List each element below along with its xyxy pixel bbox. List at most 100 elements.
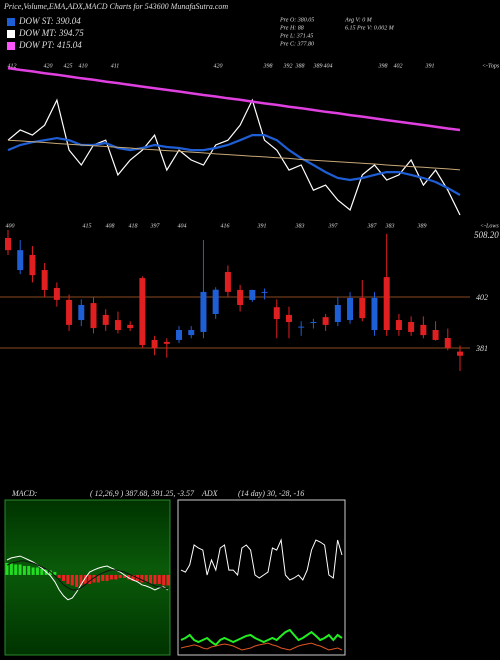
level-label: 381 — [475, 344, 488, 353]
candle-body — [432, 330, 439, 340]
info-text: Avg V: 0 M — [344, 17, 373, 23]
macd-hist-bar — [96, 574, 100, 583]
macd-hist-bar — [127, 574, 131, 580]
top-label: 398 — [263, 63, 273, 69]
candle-body — [261, 291, 268, 293]
top-label: 425 — [64, 62, 73, 69]
candle-body — [249, 289, 256, 300]
macd-line — [6, 560, 169, 591]
macd-subtitle: ( 12,26,9 ) 387.68, 391.25, -3.57 — [90, 489, 195, 498]
top-label: 410 — [79, 62, 88, 69]
bottom-label: 416 — [221, 222, 230, 229]
candle-body — [298, 326, 305, 328]
legend-swatch — [7, 30, 15, 38]
tops-note: <-Tops — [482, 63, 500, 69]
macd-hist-bar — [66, 574, 70, 584]
top-label: 411 — [111, 62, 120, 69]
legend-swatch — [7, 42, 15, 50]
candle-body — [457, 351, 463, 356]
info-text: 6.15 Pre V: 0.002 M — [345, 25, 395, 31]
candle-body — [408, 321, 415, 332]
macd-hist-bar — [5, 562, 9, 575]
candle-body — [188, 330, 195, 336]
legend-label: DOW PT: 415.04 — [18, 40, 82, 50]
macd-line — [6, 555, 169, 601]
macd-title: MACD: — [11, 489, 38, 498]
legend-swatch — [7, 18, 15, 26]
page-title: Price,Volume,EMA,ADX,MACD Charts for 543… — [3, 2, 228, 11]
legend-label: DOW MT: 394.75 — [18, 28, 84, 38]
info-text: Pre H: 88 — [279, 25, 304, 31]
macd-hist-bar — [62, 574, 66, 581]
candle-body — [444, 338, 451, 348]
macd-hist-bar — [31, 567, 35, 575]
bottom-label: 387 — [367, 223, 378, 229]
macd-hist-bar — [92, 574, 96, 583]
ema-line — [7, 98, 461, 216]
bottom-label: 383 — [385, 223, 395, 229]
candle-body — [151, 339, 158, 348]
top-label: 398 — [378, 63, 388, 69]
last-label: 508.20 — [474, 230, 499, 240]
macd-hist-bar — [122, 574, 126, 578]
candle-body — [29, 255, 36, 276]
macd-hist-bar — [57, 574, 61, 578]
candle-body — [310, 321, 317, 323]
bottom-label: 397 — [328, 223, 339, 229]
macd-hist-bar — [22, 565, 26, 575]
adx-subtitle: (14 day) 30, -28, -16 — [238, 489, 304, 498]
bottom-label: 400 — [6, 222, 15, 229]
candle-body — [237, 289, 244, 305]
bottom-label: 404 — [178, 222, 187, 229]
candle-body — [347, 297, 354, 321]
macd-hist-bar — [49, 570, 53, 575]
candle-body — [395, 320, 402, 330]
macd-hist-bar — [70, 574, 74, 586]
ema-line — [7, 139, 461, 171]
macd-hist-bar — [109, 574, 113, 580]
candle-body — [41, 270, 48, 290]
adx-line — [180, 628, 343, 647]
candle-body — [200, 291, 207, 332]
candle-body — [285, 314, 292, 322]
bottom-label: 408 — [106, 222, 115, 229]
top-label: 388 — [295, 63, 305, 69]
candle-body — [273, 307, 280, 320]
macd-hist-bar — [75, 574, 79, 587]
candle-body — [78, 305, 85, 321]
level-label: 402 — [476, 293, 488, 302]
macd-hist-bar — [35, 567, 39, 575]
top-label: 392 — [283, 63, 293, 69]
ema-line — [7, 66, 461, 132]
adx-line — [180, 642, 343, 651]
adx-panel — [177, 499, 346, 656]
top-label: 389 — [313, 63, 323, 69]
macd-hist-bar — [131, 574, 135, 581]
macd-hist-bar — [101, 574, 105, 581]
top-label: 420 — [214, 62, 223, 69]
macd-hist-bar — [18, 564, 22, 575]
candle-body — [114, 320, 121, 330]
macd-hist-bar — [149, 574, 153, 584]
top-label: 391 — [425, 63, 435, 69]
lows-note: <-Lows — [480, 223, 499, 229]
info-text: Pre L: 371.45 — [279, 32, 313, 39]
macd-hist-bar — [153, 574, 157, 584]
macd-hist-bar — [140, 574, 144, 583]
top-label: 420 — [44, 62, 53, 69]
macd-hist-bar — [79, 574, 83, 586]
candle-body — [224, 271, 231, 292]
bottom-label: 415 — [83, 222, 92, 229]
info-text: Pre C: 377.80 — [279, 41, 314, 47]
bottom-label: 397 — [150, 223, 161, 229]
adx-title: ADX — [201, 489, 219, 498]
macd-hist-bar — [105, 574, 109, 581]
macd-hist-bar — [14, 564, 18, 575]
candle-body — [127, 324, 134, 329]
candle-body — [53, 288, 60, 300]
candle-body — [383, 277, 390, 330]
candle-body — [176, 330, 183, 340]
info-text: Pre O: 380.05 — [279, 17, 314, 23]
